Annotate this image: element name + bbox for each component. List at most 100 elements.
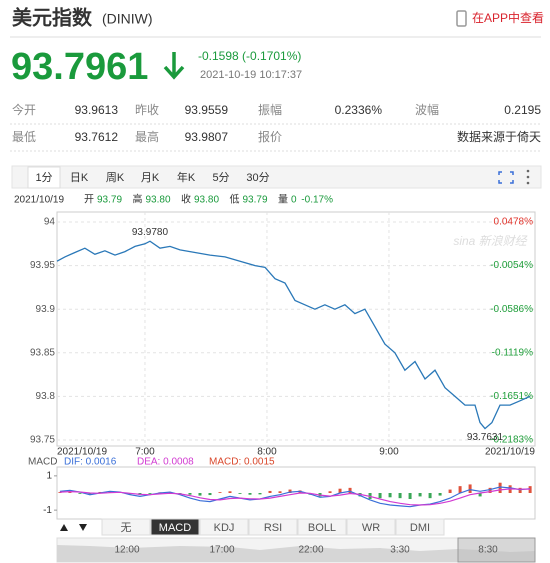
indicator-tab-bg <box>248 518 298 536</box>
macd-bar <box>408 493 412 499</box>
info-value: 93.80 <box>146 195 171 206</box>
x-tick-label: 2021/10/19 <box>57 447 107 458</box>
macd-bar <box>338 488 342 493</box>
info-value: 93.79 <box>97 195 122 206</box>
legend-entry: DIF: 0.0016 <box>64 457 117 468</box>
navigator-label: 8:30 <box>478 545 498 556</box>
stat-label: 最高 <box>135 129 159 144</box>
price-line <box>56 240 531 430</box>
info-value: 93.80 <box>194 195 219 206</box>
x-tick-label: 8:00 <box>257 447 277 458</box>
y-tick-label: 93.75 <box>30 435 55 446</box>
indicator-tab-bg <box>346 518 396 536</box>
indicator-tab[interactable]: KDJ <box>214 522 235 534</box>
plot-frame <box>56 211 536 447</box>
stat-value: 93.7612 <box>75 130 119 144</box>
macd-bar <box>268 490 272 493</box>
stats-table: 今开 93.9613 昨收 93.9559 振幅 0.2336% 波幅 0.2195 最低 93.… <box>10 102 541 152</box>
up-button[interactable] <box>60 524 68 531</box>
period-tab[interactable]: 年K <box>177 170 196 184</box>
period-tab[interactable]: 月K <box>141 172 160 184</box>
navigator-label: 22:00 <box>298 545 323 556</box>
macd-bar <box>448 489 452 493</box>
macd-bar <box>458 486 462 493</box>
stat-label: 报价 <box>258 129 282 144</box>
y-tick-label: 93.85 <box>30 347 55 358</box>
y-tick-label: -1 <box>43 505 52 516</box>
y-tick-label: 93.9 <box>36 304 56 315</box>
app-link[interactable]: 在APP中查看 <box>472 10 544 25</box>
macd-bar <box>488 487 492 493</box>
macd-bar <box>248 493 252 495</box>
period-tab[interactable]: 5分 <box>212 171 229 184</box>
navigator-label: 17:00 <box>209 545 234 556</box>
indicator-tab[interactable]: BOLL <box>308 522 336 534</box>
x-tick-label: 9:00 <box>379 447 399 458</box>
menu-icon[interactable] <box>526 169 530 185</box>
period-tabs: 1分 日K 周K 月K 年K 5分 30分 <box>27 166 270 189</box>
tab-bar <box>11 165 542 189</box>
info-change: -0.17% <box>301 195 333 206</box>
stat-value: 数据来源于倚天 <box>457 129 541 144</box>
x-tick-label: 7:00 <box>135 447 155 458</box>
macd-bar <box>378 493 382 499</box>
info-date: 2021/10/19 <box>14 195 64 206</box>
macd-bar <box>388 493 392 498</box>
macd-bar <box>518 487 522 493</box>
y2-tick-label: -0.0054% <box>490 260 533 271</box>
navigator-window[interactable] <box>457 537 536 563</box>
macd-bar <box>218 492 222 493</box>
macd-bar <box>328 491 332 493</box>
y2-tick-label: -0.2183% <box>490 435 533 446</box>
macd-bar <box>418 493 422 497</box>
macd-bar <box>78 493 82 494</box>
indicator-tab-bg <box>297 518 347 536</box>
indicator-tab[interactable]: DMI <box>410 522 430 534</box>
period-tab[interactable]: 1分 <box>35 171 52 184</box>
info-label: 收 <box>181 193 191 206</box>
macd-bar <box>498 482 502 493</box>
indicator-tab[interactable]: RSI <box>264 522 282 534</box>
watermark: sina 新浪财经 <box>453 234 528 248</box>
macd-title: MACD <box>28 457 57 468</box>
macd-chart: MACD DIF: 0.0016 DEA: 0.0008 MACD: 0.0015 1 -… <box>28 457 536 520</box>
stat-value: 93.9807 <box>185 130 229 144</box>
title: 美元指数 <box>12 5 93 29</box>
info-label: 低 <box>230 193 240 206</box>
macd-bar <box>528 486 532 493</box>
macd-bar <box>198 493 202 496</box>
macd-bar <box>238 493 242 494</box>
indicator-tab-bg <box>199 518 249 536</box>
down-button[interactable] <box>79 524 87 531</box>
x-tick-label: 2021/10/19 <box>485 447 535 458</box>
y-tick-label: 93.95 <box>30 260 55 271</box>
macd-bar <box>278 491 282 493</box>
indicator-tab[interactable]: 无 <box>121 522 132 534</box>
annotation: 93.7631 <box>467 432 504 443</box>
annotation: 93.9780 <box>132 227 169 238</box>
macd-bar <box>88 493 92 495</box>
period-tab[interactable]: 日K <box>70 172 89 184</box>
macd-bar <box>188 493 192 495</box>
fullscreen-icon[interactable] <box>498 171 514 184</box>
info-label: 高 <box>133 193 143 206</box>
indicator-tabs: 无 MACD KDJ RSI BOLL WR DMI <box>101 518 445 536</box>
price: 93.7961 <box>11 46 148 88</box>
y-tick-label: 93.8 <box>36 391 56 402</box>
legend-entry: MACD: 0.0015 <box>209 457 275 468</box>
indicator-tab[interactable]: WR <box>362 522 380 534</box>
change: -0.1598 (-0.1701%) <box>198 49 301 63</box>
indicator-tab[interactable]: MACD <box>159 522 191 534</box>
y2-tick-label: -0.1119% <box>492 347 533 358</box>
period-tab[interactable]: 30分 <box>246 171 269 184</box>
info-value: 0 <box>291 195 297 206</box>
info-label: 量 <box>278 194 288 206</box>
macd-bar <box>208 493 212 496</box>
time: 2021-10-19 10:17:37 <box>200 69 302 81</box>
navigator-label: 3:30 <box>390 545 410 556</box>
indicator-tab-bg <box>150 518 200 536</box>
stat-label: 昨收 <box>135 103 159 117</box>
period-tab[interactable]: 周K <box>106 171 125 184</box>
stat-label: 波幅 <box>415 102 439 117</box>
